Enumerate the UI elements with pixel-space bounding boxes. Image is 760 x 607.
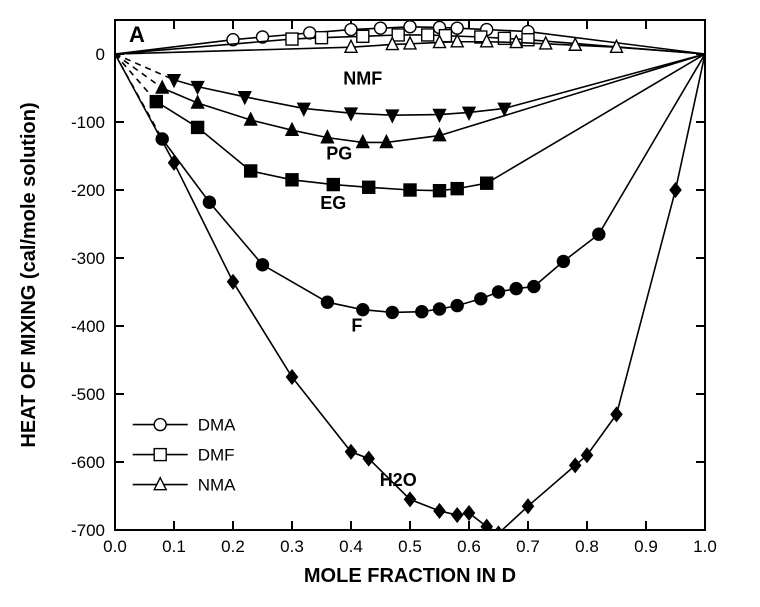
- y-tick-label: -300: [71, 249, 105, 268]
- y-tick-label: -700: [71, 521, 105, 540]
- x-axis-label: MOLE FRACTION IN D: [304, 565, 516, 587]
- y-tick-label: -500: [71, 385, 105, 404]
- y-tick-label: -600: [71, 453, 105, 472]
- panel-label: A: [129, 22, 145, 47]
- x-tick-label: 0.9: [634, 537, 658, 556]
- x-tick-label: 1.0: [693, 537, 717, 556]
- series-label-eg: EG: [320, 193, 346, 213]
- x-tick-label: 0.5: [398, 537, 422, 556]
- x-tick-label: 0.3: [280, 537, 304, 556]
- y-axis-label: HEAT OF MIXING (cal/mole solution): [18, 102, 40, 447]
- y-tick-label: -100: [71, 113, 105, 132]
- y-tick-label: -400: [71, 317, 105, 336]
- x-tick-label: 0.8: [575, 537, 599, 556]
- heat-of-mixing-chart: 0.0 0.1 0.2 0.3 0.4 0.5 0.6 0.7 0.8 0.9 1.0 0 -100 -2…: [0, 0, 760, 607]
- series-label-h2o: H2O: [380, 470, 417, 490]
- x-tick-label: 0.4: [339, 537, 363, 556]
- series-label-f: F: [351, 315, 362, 335]
- x-tick-label: 0.7: [516, 537, 540, 556]
- series-label-nmf: NMF: [343, 69, 382, 89]
- x-tick-label: 0.1: [162, 537, 186, 556]
- legend-label: NMA: [198, 476, 236, 495]
- legend-label: DMF: [198, 446, 235, 465]
- series-label-pg: PG: [326, 143, 352, 163]
- y-tick-label: 0: [96, 45, 105, 64]
- x-tick-label: 0.2: [221, 537, 245, 556]
- chart-container: 0.0 0.1 0.2 0.3 0.4 0.5 0.6 0.7 0.8 0.9 1.0 0 -100 -2…: [0, 0, 760, 607]
- legend-label: DMA: [198, 416, 236, 435]
- x-tick-label: 0.0: [103, 537, 127, 556]
- x-tick-label: 0.6: [457, 537, 481, 556]
- y-tick-label: -200: [71, 181, 105, 200]
